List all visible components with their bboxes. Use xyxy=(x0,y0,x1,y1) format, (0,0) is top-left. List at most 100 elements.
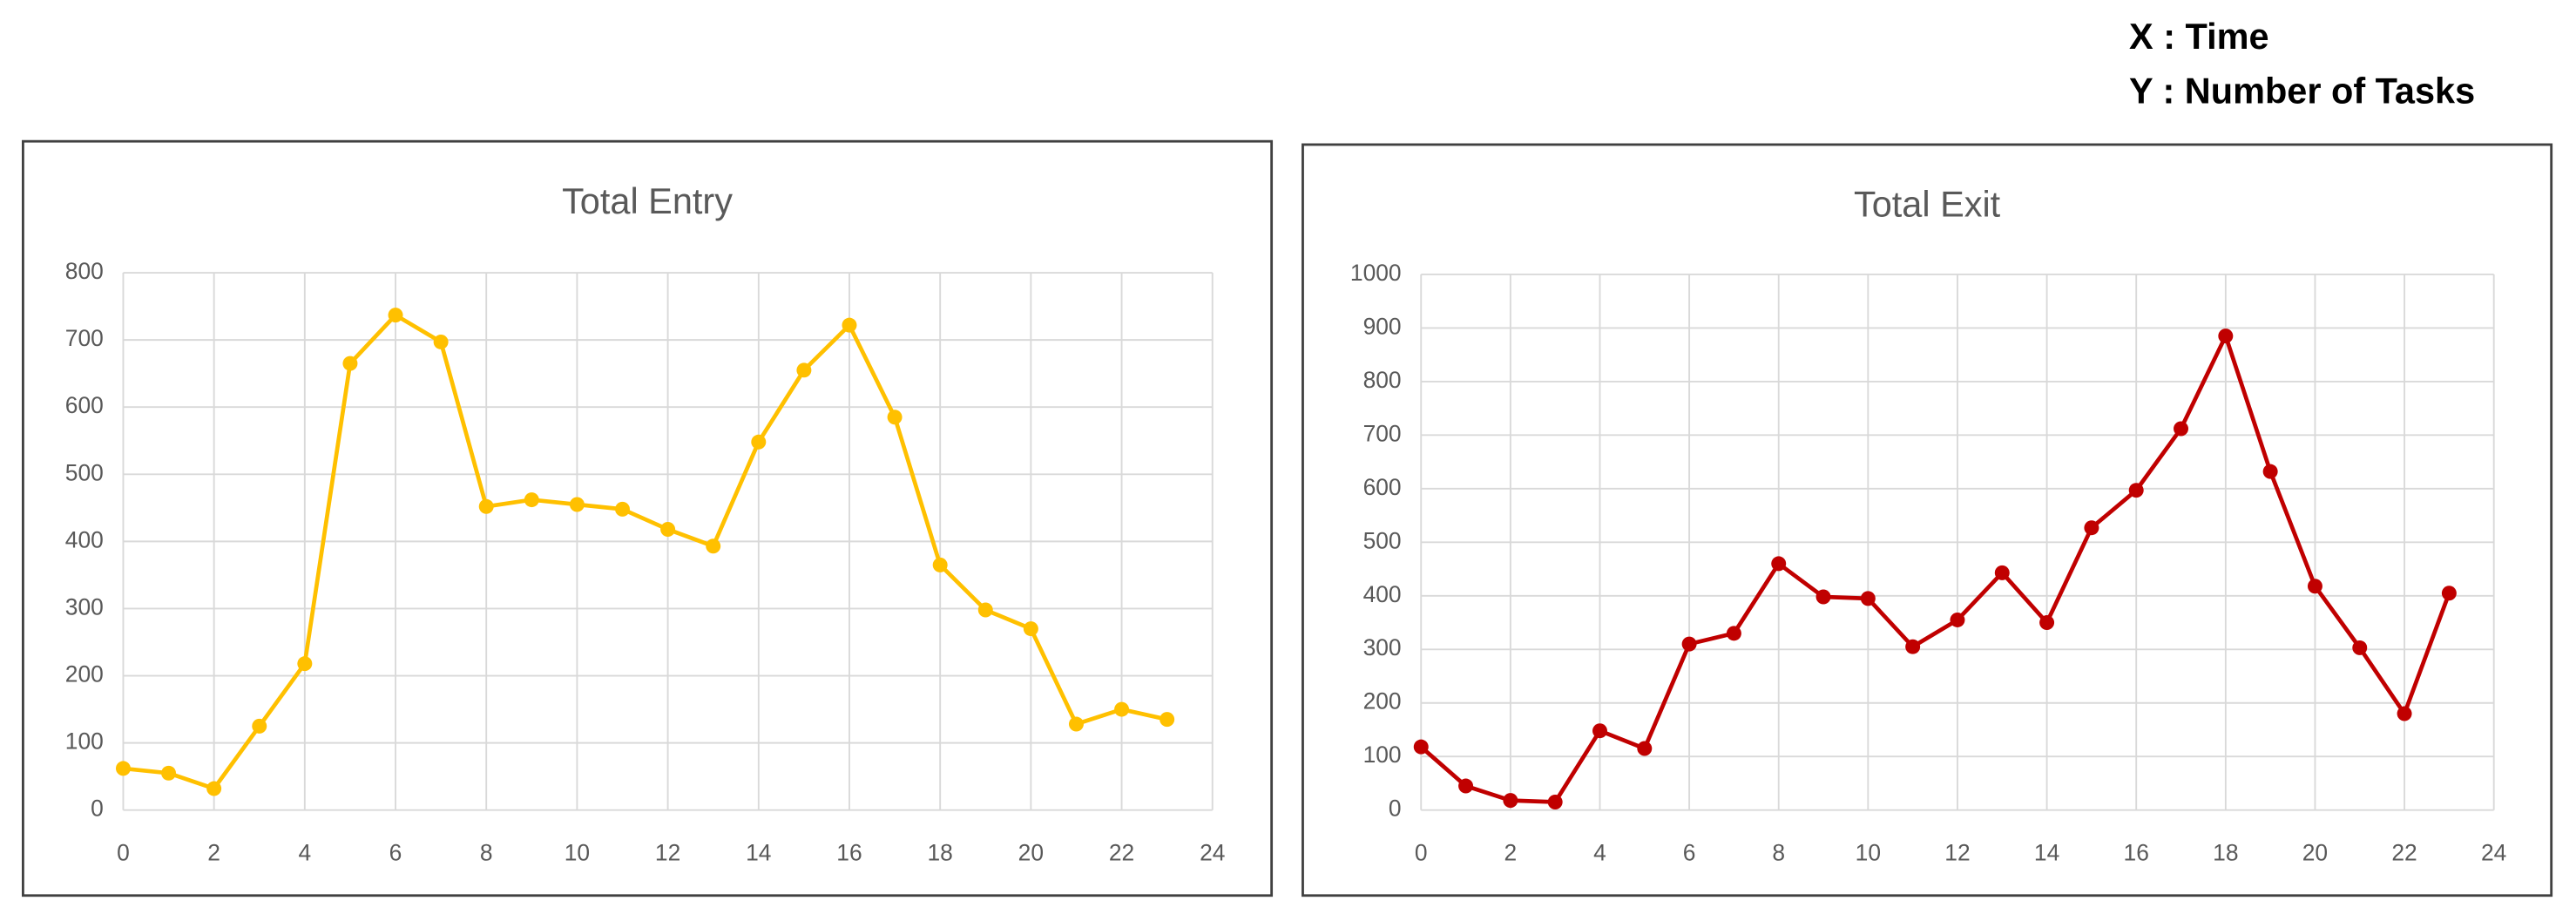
marker xyxy=(2262,464,2278,479)
marker xyxy=(478,498,494,514)
marker xyxy=(842,317,857,333)
y-tick-label: 0 xyxy=(1389,796,1402,822)
marker xyxy=(1160,712,1175,728)
marker xyxy=(2397,706,2412,721)
marker xyxy=(2039,615,2055,631)
y-tick-label: 900 xyxy=(1363,313,1402,339)
marker xyxy=(115,761,131,776)
y-tick-label: 400 xyxy=(65,526,104,552)
marker xyxy=(1905,639,1921,654)
chart-frame xyxy=(1302,143,2553,897)
y-tick-label: 600 xyxy=(65,392,104,418)
marker xyxy=(796,362,812,378)
marker xyxy=(297,656,313,672)
marker xyxy=(2084,520,2099,536)
marker xyxy=(569,497,585,512)
chart-title: Total Exit xyxy=(1854,184,2001,225)
x-tick-label: 12 xyxy=(655,840,680,866)
x-tick-label: 2 xyxy=(1504,840,1518,866)
x-tick-label: 4 xyxy=(298,840,311,866)
y-tick-label: 100 xyxy=(65,728,104,755)
y-tick-label: 700 xyxy=(1363,420,1402,446)
y-tick-label: 700 xyxy=(65,325,104,351)
x-tick-label: 4 xyxy=(1593,840,1606,866)
marker xyxy=(2441,586,2457,601)
x-tick-label: 24 xyxy=(2481,840,2506,866)
marker xyxy=(1503,793,1518,809)
marker xyxy=(1023,621,1038,637)
x-tick-label: 16 xyxy=(836,840,862,866)
y-tick-label: 800 xyxy=(1363,367,1402,393)
marker xyxy=(706,538,721,554)
marker xyxy=(887,410,903,425)
marker xyxy=(1114,701,1130,717)
marker xyxy=(1413,739,1429,755)
x-tick-label: 14 xyxy=(2034,840,2059,866)
marker xyxy=(751,434,767,450)
x-tick-label: 8 xyxy=(1772,840,1785,866)
y-tick-label: 0 xyxy=(91,796,104,822)
x-tick-label: 10 xyxy=(1856,840,1881,866)
marker xyxy=(1681,636,1697,652)
x-tick-label: 24 xyxy=(1200,840,1225,866)
marker xyxy=(932,557,948,572)
marker xyxy=(1637,741,1653,756)
marker xyxy=(206,781,222,796)
marker xyxy=(524,492,539,508)
y-tick-label: 500 xyxy=(1363,527,1402,553)
marker xyxy=(252,718,267,734)
x-tick-label: 18 xyxy=(927,840,952,866)
marker xyxy=(1994,565,2010,580)
marker xyxy=(433,334,449,349)
marker xyxy=(1458,778,1474,794)
x-tick-label: 6 xyxy=(1683,840,1696,866)
marker xyxy=(2352,640,2368,655)
x-tick-label: 14 xyxy=(746,840,771,866)
line xyxy=(1419,334,2451,804)
marker xyxy=(615,501,630,517)
line xyxy=(123,313,1168,791)
x-tick-label: 12 xyxy=(1944,840,1970,866)
y-tick-label: 200 xyxy=(1363,688,1402,714)
marker xyxy=(1950,612,1965,627)
x-tick-label: 10 xyxy=(565,840,590,866)
y-tick-label: 1000 xyxy=(1350,260,1402,286)
x-tick-label: 2 xyxy=(207,840,220,866)
axis-note: X : Time xyxy=(2129,16,2269,57)
y-tick-label: 300 xyxy=(65,593,104,620)
y-tick-label: 600 xyxy=(1363,474,1402,500)
marker xyxy=(977,602,993,618)
x-tick-label: 20 xyxy=(2302,840,2328,866)
marker xyxy=(342,356,358,371)
marker xyxy=(2128,483,2144,498)
x-tick-label: 20 xyxy=(1018,840,1044,866)
axis-note: Y : Number of Tasks xyxy=(2129,70,2475,111)
x-tick-label: 8 xyxy=(480,840,493,866)
marker xyxy=(2174,421,2189,437)
marker xyxy=(2218,328,2234,344)
x-tick-label: 22 xyxy=(1109,840,1134,866)
marker xyxy=(2307,579,2322,594)
x-tick-label: 0 xyxy=(1415,840,1428,866)
marker xyxy=(1771,556,1787,572)
chart-title: Total Entry xyxy=(562,180,733,221)
y-tick-label: 100 xyxy=(1363,742,1402,768)
marker xyxy=(1547,794,1563,809)
marker xyxy=(660,522,676,537)
y-tick-label: 400 xyxy=(1363,581,1402,607)
y-tick-label: 200 xyxy=(65,661,104,687)
x-tick-label: 6 xyxy=(389,840,402,866)
marker xyxy=(388,308,403,323)
marker xyxy=(1815,589,1831,605)
x-tick-label: 22 xyxy=(2391,840,2417,866)
marker xyxy=(1860,591,1876,606)
x-tick-label: 16 xyxy=(2124,840,2149,866)
x-tick-label: 18 xyxy=(2213,840,2238,866)
y-tick-label: 500 xyxy=(65,459,104,485)
y-tick-label: 300 xyxy=(1363,634,1402,660)
marker xyxy=(161,765,177,781)
marker xyxy=(1068,716,1084,732)
x-tick-label: 0 xyxy=(117,840,130,866)
marker xyxy=(1726,626,1741,641)
